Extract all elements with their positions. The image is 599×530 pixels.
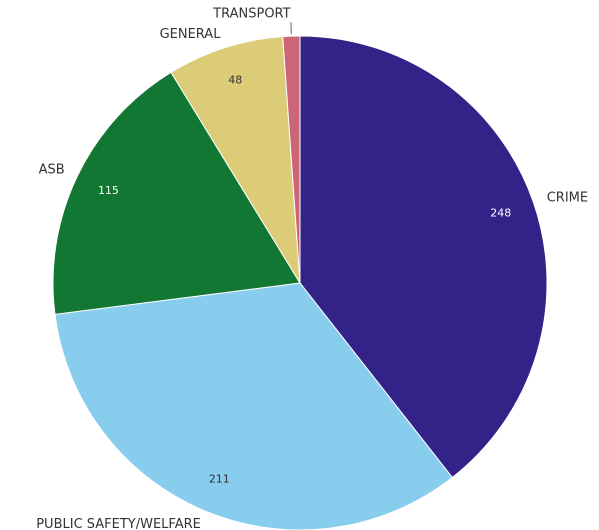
category-label: PUBLIC SAFETY/WELFARE: [36, 517, 201, 530]
data-label: 115: [98, 184, 119, 197]
data-label: 248: [490, 207, 511, 220]
category-label: TRANSPORT: [212, 7, 290, 22]
pie-slice: [54, 282, 453, 530]
category-label: CRIME: [547, 190, 588, 205]
pie-slice: [170, 36, 301, 284]
data-label: 48: [228, 74, 242, 87]
pie-slice: [282, 35, 301, 284]
category-label: ASB: [39, 163, 65, 178]
data-label: 211: [209, 473, 230, 486]
pie-slice: [299, 35, 548, 479]
category-label: GENERAL: [160, 27, 222, 42]
pie-slice: [52, 71, 301, 315]
